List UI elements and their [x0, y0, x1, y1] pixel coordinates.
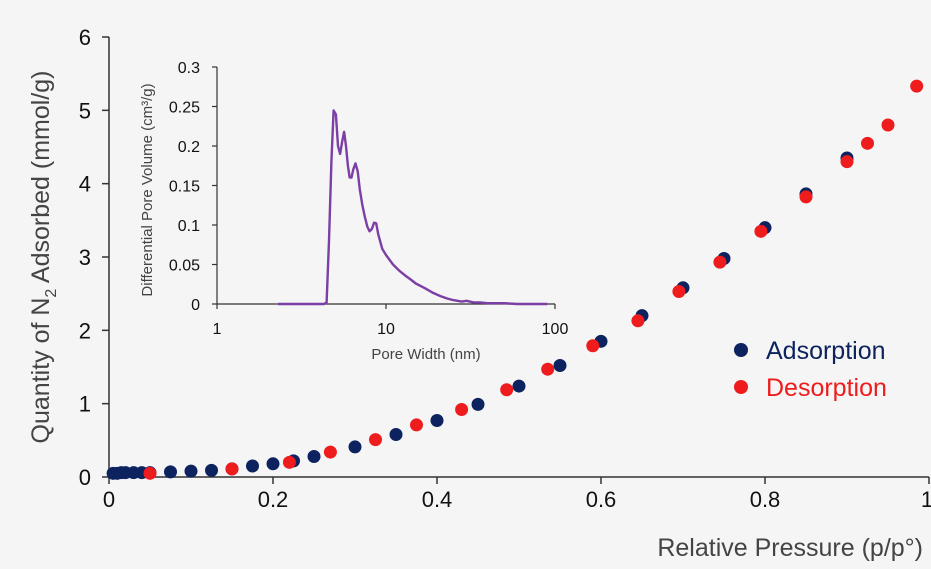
inset-y-tick-label: 0.05: [169, 258, 200, 275]
main-y-tick-label: 2: [79, 318, 91, 343]
adsorption-point: [389, 427, 403, 441]
desorption-point: [840, 155, 854, 169]
inset-pore-distribution-line: [278, 109, 548, 306]
adsorption-point: [205, 463, 218, 477]
desorption-point: [500, 383, 514, 397]
inset-y-tick-label: 0.15: [169, 179, 200, 196]
inset-y-tick-label: 0.3: [178, 60, 200, 77]
adsorption-point: [430, 414, 444, 428]
main-x-tick-label: 1: [921, 487, 931, 512]
inset-y-tick-label: 0: [191, 297, 200, 314]
desorption-point: [455, 403, 469, 417]
legend-label-desorption: Desorption: [766, 374, 887, 402]
legend: Adsorption Desorption: [734, 337, 887, 402]
desorption-point: [541, 362, 555, 376]
legend-marker-adsorption: [734, 343, 748, 357]
desorption-point: [754, 224, 768, 238]
main-y-axis-title-part-2: Adsorbed (mmol/g): [27, 71, 55, 289]
inset-x-tick-label: 100: [542, 321, 569, 338]
main-y-tick-label: 5: [79, 98, 91, 123]
main-y-tick-label: 1: [79, 392, 91, 417]
inset-y-tick-label: 0.25: [169, 100, 200, 117]
main-x-tick-label: 0.8: [750, 487, 781, 512]
adsorption-point: [348, 440, 362, 454]
desorption-point: [861, 136, 874, 150]
main-x-tick-label: 0: [103, 487, 115, 512]
main-x-axis-title: Relative Pressure (p/p°): [657, 534, 923, 562]
inset-x-axis-title: Pore Width (nm): [371, 346, 480, 363]
adsorption-point: [246, 459, 259, 473]
desorption-point: [586, 339, 600, 353]
legend-marker-desorption: [734, 380, 748, 394]
desorption-point: [323, 445, 337, 459]
desorption-point: [631, 314, 645, 328]
inset-x-tick-label: 10: [377, 321, 395, 338]
inset-plot: 1 10 100 0 0.05 0.1 0.15 0.2 0.25 0.3 Pore Width…: [139, 60, 568, 363]
main-y-axis-title-part-1: Quantity of N: [27, 298, 55, 444]
desorption-point: [369, 433, 382, 447]
main-x-tick-label: 0.4: [422, 487, 453, 512]
main-y-tick-label: 3: [79, 245, 91, 270]
inset-x-tick-label: 1: [213, 321, 222, 338]
main-x-tick-label: 0.6: [586, 487, 617, 512]
main-y-tick-label: 6: [79, 25, 91, 50]
main-y-tick-label: 4: [79, 172, 91, 197]
adsorption-point: [553, 359, 567, 373]
adsorption-point: [471, 397, 485, 411]
desorption-point: [713, 255, 727, 269]
desorption-point: [143, 466, 157, 480]
inset-y-tick-label: 0.2: [178, 139, 200, 156]
main-y-axis-title: Quantity of N2 Adsorbed (mmol/g): [27, 71, 60, 444]
inset-y-axis-title: Differential Pore Volume (cm³/g): [139, 83, 156, 296]
main-x-tick-label: 0.2: [258, 487, 289, 512]
desorption-point: [799, 190, 813, 204]
legend-label-adsorption: Adsorption: [766, 337, 886, 365]
desorption-point: [225, 462, 239, 476]
desorption-point: [410, 418, 423, 432]
desorption-point: [672, 284, 686, 298]
main-y-axis-title-subscript: 2: [43, 289, 60, 298]
desorption-point: [910, 79, 924, 93]
adsorption-point: [512, 379, 526, 393]
main-y-tick-label: 0: [79, 465, 91, 490]
desorption-point: [282, 455, 296, 469]
adsorption-point: [266, 457, 280, 471]
adsorption-point: [307, 449, 321, 463]
inset-y-tick-label: 0.1: [178, 218, 200, 235]
adsorption-point: [164, 465, 177, 479]
adsorption-point: [184, 464, 198, 478]
desorption-point: [881, 118, 895, 132]
